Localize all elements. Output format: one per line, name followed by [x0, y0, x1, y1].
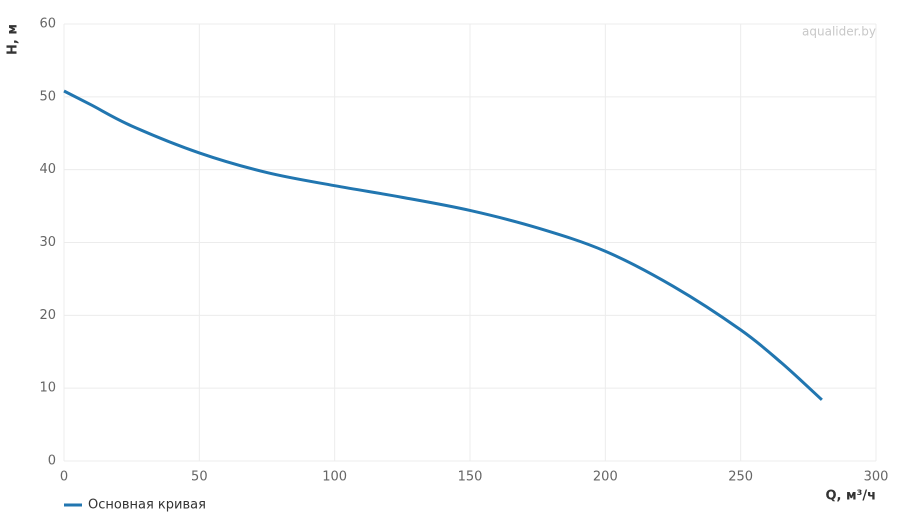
- x-tick-label: 250: [728, 470, 753, 485]
- watermark: aqualider.by: [802, 25, 876, 39]
- y-tick-label: 30: [39, 235, 56, 250]
- y-tick-label: 50: [39, 89, 56, 104]
- x-tick-label: 300: [864, 470, 889, 485]
- y-tick-label: 40: [39, 162, 56, 177]
- y-axis-title: H, м: [6, 24, 21, 55]
- y-tick-label: 20: [39, 308, 56, 323]
- x-tick-label: 150: [458, 470, 483, 485]
- y-tick-label: 0: [48, 454, 56, 469]
- x-axis-title: Q, м³/ч: [825, 489, 876, 504]
- legend-label: Основная кривая: [88, 498, 206, 513]
- y-tick-label: 10: [39, 381, 56, 396]
- x-tick-label: 100: [322, 470, 347, 485]
- x-tick-label: 50: [191, 470, 208, 485]
- x-tick-label: 200: [593, 470, 618, 485]
- x-tick-label: 0: [60, 470, 68, 485]
- line: [63, 89, 823, 401]
- y-tick-label: 60: [39, 17, 56, 32]
